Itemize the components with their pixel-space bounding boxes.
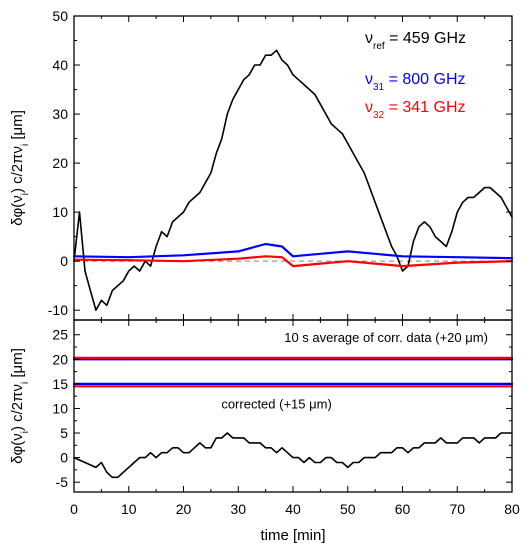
legend-label: = 341 GHz — [384, 99, 465, 116]
y-axis-title-0: δφ(νi) c/2πνi [μm] — [9, 110, 31, 226]
legend-label: = 800 GHz — [384, 71, 465, 88]
series-line-1-0 — [73, 432, 513, 479]
y-axis-title-subscript: i — [20, 431, 31, 433]
annotation-1: corrected (+15 μm) — [221, 396, 331, 411]
legend-subscript: 31 — [373, 82, 385, 93]
annotation-text: μ — [465, 330, 473, 345]
x-tick-label: 80 — [504, 501, 520, 517]
x-tick-label: 30 — [230, 501, 246, 517]
y-tick-label: 20 — [52, 155, 68, 171]
y-axis-title-subscript: i — [20, 193, 31, 195]
y-tick-label: 30 — [52, 106, 68, 122]
series-line-0-0 — [73, 49, 513, 312]
x-tick-label: 20 — [176, 501, 192, 517]
annotation-text: μ — [309, 396, 317, 411]
y-tick-label: 10 — [52, 400, 68, 416]
legend-entry-0: νref = 459 GHz — [365, 30, 466, 52]
axes-layer — [73, 15, 513, 493]
series-line-0-2 — [72, 255, 514, 268]
y-tick-label: 15 — [52, 376, 68, 392]
y-tick-label: 0 — [60, 450, 68, 466]
y-axis-title-subscript: i — [20, 382, 31, 384]
y-axis-title-text: [μm] — [9, 110, 26, 144]
x-tick-label: 40 — [285, 501, 301, 517]
annotation-text: m) — [317, 396, 332, 411]
y-axis-title-text: δφ(ν — [9, 195, 26, 226]
y-axis-title-text: δφ(ν — [9, 433, 26, 464]
legend-symbol: ν — [365, 71, 373, 88]
y-tick-label: 20 — [52, 351, 68, 367]
y-tick-label: -5 — [56, 474, 69, 490]
x-axis-title: time [min] — [260, 527, 325, 544]
data-layer — [72, 49, 514, 479]
annotation-text: corrected (+15 — [221, 396, 309, 411]
annotation-text: 10 s average of corr. data (+20 — [284, 330, 465, 345]
legend-entry-1: ν31 = 800 GHz — [365, 71, 466, 93]
y-tick-label: -10 — [48, 302, 68, 318]
annotation-0: 10 s average of corr. data (+20 μm) — [284, 330, 488, 345]
y-tick-label: 40 — [52, 57, 68, 73]
legend-subscript: 32 — [373, 110, 385, 121]
y-tick-label: 50 — [52, 8, 68, 24]
legend-label: = 459 GHz — [385, 30, 466, 47]
y-tick-label: 25 — [52, 327, 68, 343]
x-tick-label: 10 — [121, 501, 137, 517]
y-axis-title-text: [μm] — [9, 348, 26, 382]
y-axis-title-text: ) c/2πν — [9, 146, 26, 193]
legend-entry-2: ν32 = 341 GHz — [365, 99, 466, 121]
y-axis-title-text: ) c/2πν — [9, 384, 26, 431]
annotation-text: m) — [473, 330, 488, 345]
x-tick-label: 70 — [449, 501, 465, 517]
y-axis-title-subscript: i — [20, 144, 31, 146]
x-tick-label: 0 — [70, 501, 78, 517]
legend-subscript: ref — [373, 41, 385, 52]
y-tick-label: 0 — [60, 253, 68, 269]
legend-symbol: ν — [365, 99, 373, 116]
y-tick-label: 10 — [52, 204, 68, 220]
legend-symbol: ν — [365, 30, 373, 47]
series-line-0-1 — [72, 242, 514, 260]
y-tick-label: 5 — [60, 425, 68, 441]
x-tick-label: 60 — [395, 501, 411, 517]
y-axis-title-1: δφ(νi) c/2πνi [μm] — [9, 348, 31, 464]
x-tick-label: 50 — [340, 501, 356, 517]
